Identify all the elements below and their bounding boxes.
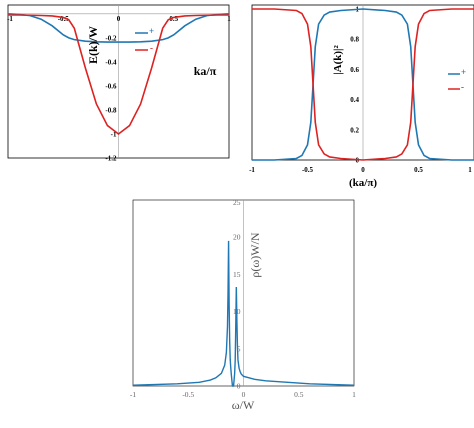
panel-a-legend-minus-label: - <box>150 43 153 53</box>
panel-c-x-axis-label: ω/W <box>232 398 255 412</box>
panel-c-xtick: -0.5 <box>182 390 194 399</box>
panel-a-series-plus-line <box>7 13 230 43</box>
panel-c-xtick: -1 <box>130 390 136 399</box>
panel-a-xtick: 0 <box>117 15 121 23</box>
panel-b-legend-minus-label: - <box>461 82 464 92</box>
panel-b-xtick: 0.5 <box>414 166 423 174</box>
panel-b-xtick: 1 <box>468 166 472 174</box>
panel-b-y-axis-label: |A(k)|² <box>332 45 344 75</box>
panel-c-ytick: 0 <box>237 382 241 391</box>
panel-a-legend-plus-label: + <box>149 26 154 36</box>
panel-c-xtick: 0 <box>242 390 246 399</box>
panel-c-ytick: 20 <box>233 233 241 242</box>
panel-a-xtick: 0.5 <box>169 15 178 23</box>
panel-b-series-minus-line <box>252 8 474 161</box>
panel-a-xtick: -1 <box>7 15 13 23</box>
panel-a-x-axis-label: ka/π <box>194 64 217 78</box>
panel-a-ytick: -1.2 <box>105 155 117 163</box>
panel-b-x-axis-label: (ka/π) <box>349 177 377 189</box>
panel-c-ytick: 5 <box>237 344 241 353</box>
panel-a-ytick: -1 <box>111 130 117 138</box>
panel-b-spectral-weight: -1 -0.5 0 0.5 1 0 0.2 0.4 0.6 0.8 1 (ka/… <box>249 4 474 189</box>
panel-a-ytick: -0.2 <box>105 34 117 42</box>
panel-c-y-axis-label: ρ(ω)W/N <box>248 232 262 278</box>
panel-b-ytick: 0.6 <box>350 66 359 74</box>
panel-a-ytick: -0.8 <box>105 106 117 114</box>
panel-b-ytick: 0.8 <box>350 36 359 44</box>
panel-b-xtick: -0.5 <box>302 166 314 174</box>
panel-c-ytick: 25 <box>233 198 241 207</box>
panel-a-series-minus-line <box>8 14 229 135</box>
panel-c-dos-line <box>132 240 355 387</box>
panel-c-xtick: 1 <box>352 390 356 399</box>
panel-b-ytick: 0 <box>356 157 360 165</box>
panel-c-ytick: 15 <box>233 270 241 279</box>
panel-a-energy-dispersion: -1 -0.5 0 0.5 1 -0.2 -0.4 -0.6 -0.8 -1 -… <box>7 4 231 163</box>
panel-b-ytick: 0.4 <box>350 96 359 104</box>
panel-c-xtick: 0.5 <box>294 390 304 399</box>
panel-b-xtick: 0 <box>361 166 365 174</box>
panel-c-density-of-states: -1 -0.5 0 0.5 1 0 5 10 15 20 25 ω/W ρ(ω)… <box>130 198 356 412</box>
panel-a-ytick: -0.6 <box>105 82 117 90</box>
panel-a-xtick: 1 <box>227 15 231 23</box>
panel-b-ytick: 0.2 <box>350 126 359 134</box>
panel-b-series-plus-line <box>252 8 474 161</box>
panel-b-legend-plus-label: + <box>461 67 466 77</box>
panel-a-xtick: -0.5 <box>58 15 70 23</box>
panel-a-y-axis-label: E(k)/W <box>86 26 100 64</box>
panel-b-xtick: -1 <box>249 166 255 174</box>
panel-a-ytick: -0.4 <box>105 58 117 66</box>
